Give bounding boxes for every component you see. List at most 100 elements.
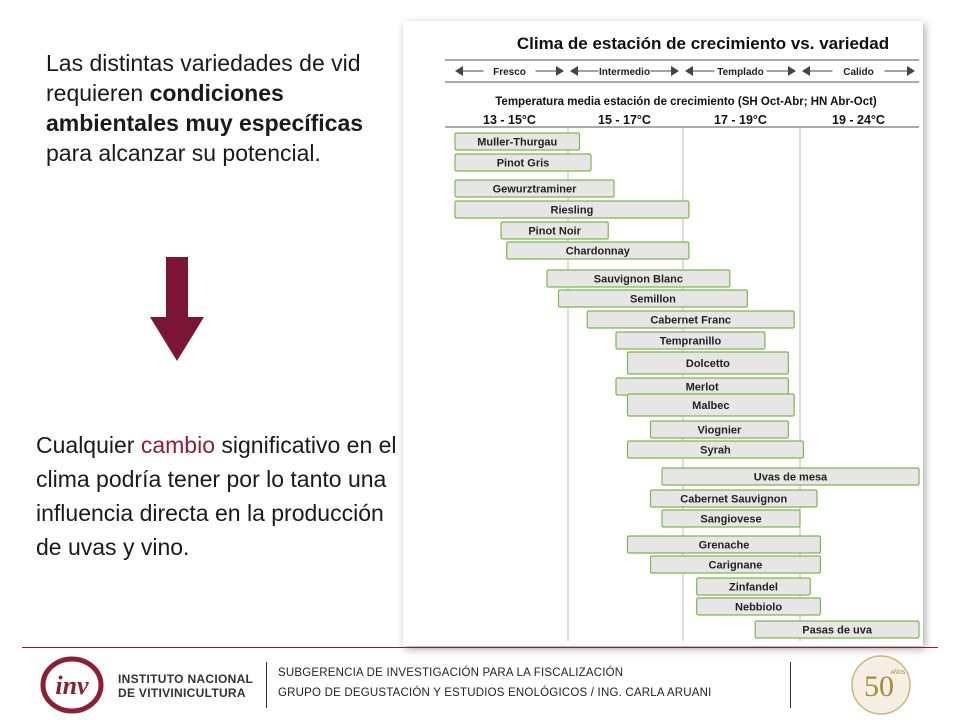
variety-bar-rect bbox=[754, 620, 920, 639]
variety-bar: Gewurztraminer bbox=[454, 179, 615, 198]
footer-credits: SUBGERENCIA DE INVESTIGACIÓN PARA LA FIS… bbox=[278, 663, 712, 703]
institute-line-2: DE VITIVINICULTURA bbox=[118, 686, 246, 700]
zone-label: Intermedio bbox=[599, 67, 650, 78]
variety-bar: Pasas de uva bbox=[754, 620, 920, 639]
inv-logo-text: inv bbox=[55, 671, 89, 700]
conclusion-text-c: significativo en el clima podría tener p… bbox=[36, 432, 397, 560]
variety-bar: Carignane bbox=[649, 555, 821, 574]
variety-label: Viognier bbox=[697, 425, 742, 437]
variety-bar: Semillon bbox=[557, 289, 748, 308]
variety-bar-rect bbox=[546, 269, 731, 288]
intro-text-c: para alcanzar su potencial. bbox=[46, 140, 321, 166]
zone-arrow-left-icon bbox=[570, 66, 578, 76]
variety-bar-rect bbox=[615, 331, 766, 350]
variety-bar: Cabernet Sauvignon bbox=[649, 489, 818, 508]
variety-bar-rect bbox=[586, 310, 795, 329]
variety-bar: Dolcetto bbox=[626, 351, 789, 375]
chart-title: Clima de estación de crecimiento vs. var… bbox=[517, 34, 889, 53]
variety-bar: Zinfandel bbox=[696, 577, 811, 596]
variety-bar: Riesling bbox=[454, 200, 690, 219]
variety-bar: Pinot Gris bbox=[454, 153, 592, 172]
variety-bar-rect bbox=[696, 577, 811, 596]
variety-bar-rect bbox=[454, 179, 615, 198]
footer-separator-right bbox=[790, 662, 791, 708]
variety-bar: Grenache bbox=[626, 535, 821, 554]
variety-bar-rect bbox=[454, 132, 581, 151]
variety-bar-rect bbox=[454, 153, 592, 172]
zone-label: Fresco bbox=[493, 67, 526, 78]
variety-bar: Uvas de mesa bbox=[661, 467, 920, 486]
variety-bar: Pinot Noir bbox=[500, 221, 609, 240]
zone-arrow-left-icon bbox=[802, 66, 810, 76]
chart-subtitle: Temperatura media estación de crecimient… bbox=[495, 96, 877, 108]
variety-bar: Nebbiolo bbox=[696, 597, 822, 616]
zone-arrow-right-icon bbox=[671, 66, 679, 76]
anniversary-number: 50 bbox=[864, 670, 894, 703]
variety-label: Syrah bbox=[700, 445, 731, 457]
variety-label: Cabernet Sauvignon bbox=[680, 494, 787, 506]
intro-paragraph: Las distintas variedades de vid requiere… bbox=[46, 48, 386, 168]
variety-label: Sauvignon Blanc bbox=[594, 274, 683, 286]
footer-line-2: GRUPO DE DEGUSTACIÓN Y ESTUDIOS ENOLÓGIC… bbox=[278, 687, 712, 699]
chart-canvas: Clima de estación de crecimiento vs. var… bbox=[445, 34, 920, 641]
variety-label: Pinot Noir bbox=[528, 226, 581, 238]
variety-bar: Malbec bbox=[626, 393, 795, 417]
variety-bar-rect bbox=[649, 420, 789, 439]
variety-label: Sangiovese bbox=[700, 514, 761, 526]
variety-label: Zinfandel bbox=[729, 582, 778, 594]
variety-label: Uvas de mesa bbox=[754, 472, 828, 484]
variety-bar: Muller-Thurgau bbox=[454, 132, 581, 151]
intro-text-a: Las distintas variedades de vid requiere… bbox=[46, 50, 361, 106]
zone-arrow-right-icon bbox=[907, 66, 915, 76]
institute-name: INSTITUTO NACIONAL DE VITIVINICULTURA bbox=[118, 672, 253, 700]
variety-bar: Merlot bbox=[615, 377, 789, 396]
variety-bar: Tempranillo bbox=[615, 331, 766, 350]
variety-bar: Cabernet Franc bbox=[586, 310, 795, 329]
footer-line-1: SUBGERENCIA DE INVESTIGACIÓN PARA LA FIS… bbox=[278, 667, 624, 679]
variety-label: Chardonnay bbox=[566, 246, 631, 258]
intro-text-bold: condiciones ambientales muy específicas bbox=[46, 80, 364, 136]
variety-label: Dolcetto bbox=[686, 358, 730, 370]
variety-bar-rect bbox=[661, 467, 920, 486]
variety-label: Carignane bbox=[709, 560, 763, 572]
variety-label: Gewurztraminer bbox=[493, 184, 577, 196]
zone-arrow-left-icon bbox=[685, 66, 693, 76]
temp-range-label: 13 - 15°C bbox=[483, 113, 536, 127]
variety-label: Cabernet Franc bbox=[650, 315, 731, 327]
variety-bar: Viognier bbox=[649, 420, 789, 439]
variety-label: Malbec bbox=[692, 400, 729, 412]
variety-bar-rect bbox=[626, 440, 804, 459]
anniversary-label: AÑOS bbox=[891, 669, 906, 676]
variety-label: Merlot bbox=[686, 382, 719, 394]
temp-range-label: 19 - 24°C bbox=[832, 113, 885, 127]
zone-label: Templado bbox=[717, 67, 763, 78]
footer-separator-left bbox=[266, 662, 267, 708]
zone-arrow-left-icon bbox=[455, 66, 463, 76]
conclusion-text-accent: cambio bbox=[140, 432, 215, 458]
conclusion-text-a: Cualquier bbox=[36, 432, 141, 458]
zone-label: Calido bbox=[843, 67, 874, 78]
variety-bar-rect bbox=[661, 509, 801, 528]
variety-bar-rect bbox=[649, 489, 818, 508]
variety-bar-rect bbox=[626, 393, 795, 417]
variety-label: Pasas de uva bbox=[802, 625, 873, 637]
variety-label: Semillon bbox=[630, 294, 676, 306]
footer-divider bbox=[22, 647, 938, 648]
variety-label: Muller-Thurgau bbox=[477, 137, 557, 149]
variety-bar-rect bbox=[500, 221, 609, 240]
variety-bar: Sauvignon Blanc bbox=[546, 269, 731, 288]
variety-label: Pinot Gris bbox=[497, 158, 550, 170]
institute-line-1: INSTITUTO NACIONAL bbox=[118, 672, 254, 686]
variety-bar-rect bbox=[506, 241, 690, 260]
variety-label: Tempranillo bbox=[660, 336, 722, 348]
variety-label: Riesling bbox=[551, 205, 594, 217]
down-arrow-icon bbox=[150, 257, 204, 361]
variety-bar-rect bbox=[626, 535, 821, 554]
zone-arrow-right-icon bbox=[556, 66, 564, 76]
variety-bar: Syrah bbox=[626, 440, 804, 459]
inv-logo-icon: inv bbox=[40, 656, 104, 714]
variety-label: Nebbiolo bbox=[735, 602, 782, 614]
temp-range-label: 17 - 19°C bbox=[714, 113, 767, 127]
variety-bar-rect bbox=[696, 597, 822, 616]
variety-bar-rect bbox=[649, 555, 821, 574]
